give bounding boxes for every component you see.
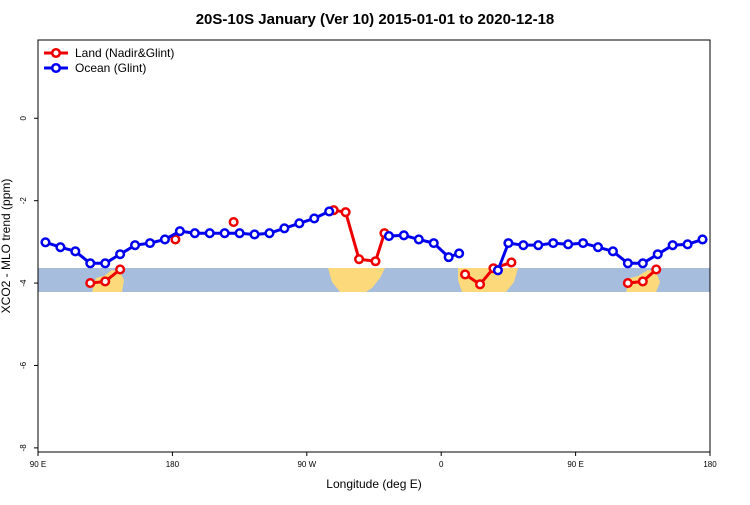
- chart-title: 20S-10S January (Ver 10) 2015-01-01 to 2…: [196, 11, 555, 28]
- data-point: [174, 226, 185, 237]
- data-point: [428, 238, 439, 249]
- x-tick-label: 90 E: [30, 460, 46, 469]
- data-point: [622, 278, 633, 289]
- data-point: [115, 249, 126, 260]
- data-point: [340, 207, 351, 218]
- legend-label: Ocean (Glint): [75, 61, 146, 75]
- legend-label: Land (Nadir&Glint): [75, 46, 174, 60]
- data-point: [413, 234, 424, 245]
- data-point: [460, 269, 471, 280]
- x-tick-label: 180: [703, 460, 717, 469]
- data-point: [170, 234, 181, 245]
- y-tick-label: -4: [19, 279, 28, 287]
- data-point: [443, 252, 454, 263]
- data-point: [370, 256, 381, 267]
- data-point: [204, 228, 215, 239]
- data-point: [219, 228, 230, 239]
- data-point: [383, 231, 394, 242]
- data-point: [518, 240, 529, 251]
- data-point: [159, 234, 170, 245]
- data-point: [264, 228, 275, 239]
- map-band: [38, 268, 710, 292]
- data-point: [40, 237, 51, 248]
- data-point: [354, 254, 365, 265]
- data-point: [506, 257, 517, 268]
- x-tick-label: 90 E: [567, 460, 583, 469]
- data-point: [228, 217, 239, 228]
- data-point: [667, 240, 678, 251]
- data-point: [682, 239, 693, 250]
- data-point: [492, 265, 503, 276]
- y-tick-label: 0: [19, 116, 28, 121]
- y-tick-label: -2: [19, 197, 28, 205]
- data-point: [454, 248, 465, 259]
- data-point: [115, 264, 126, 275]
- data-point: [294, 218, 305, 229]
- data-point: [100, 258, 111, 269]
- data-point: [474, 279, 486, 290]
- data-point: [697, 234, 708, 245]
- data-point: [548, 238, 559, 249]
- data-point: [622, 258, 633, 269]
- data-point: [234, 228, 245, 239]
- data-point: [578, 238, 589, 249]
- x-tick-label: 180: [166, 460, 180, 469]
- data-point: [398, 230, 409, 241]
- data-point: [100, 276, 111, 287]
- data-point: [85, 258, 96, 269]
- data-point: [533, 240, 544, 251]
- data-point: [563, 239, 574, 250]
- data-point: [637, 258, 648, 269]
- data-point: [130, 240, 141, 251]
- data-point: [70, 246, 81, 257]
- land-shape: [328, 268, 385, 292]
- x-tick-label: 90 W: [297, 460, 316, 469]
- data-point: [607, 246, 618, 257]
- data-point: [592, 242, 604, 253]
- plot-layer: [40, 205, 708, 290]
- data-point: [309, 213, 320, 224]
- data-point: [85, 278, 96, 289]
- data-point: [637, 276, 648, 287]
- data-point: [144, 238, 156, 249]
- data-point: [651, 264, 662, 275]
- x-axis-label: Longitude (deg E): [326, 477, 421, 491]
- legend-marker: [50, 62, 62, 74]
- data-point: [279, 223, 290, 234]
- data-point: [652, 249, 663, 260]
- plot-frame: [37, 39, 711, 453]
- y-tick-label: -6: [19, 361, 28, 369]
- land-shape: [458, 268, 518, 292]
- x-tick-label: 0: [439, 460, 444, 469]
- data-point: [324, 206, 335, 217]
- data-point: [503, 238, 514, 249]
- data-point: [189, 228, 200, 239]
- data-point: [55, 242, 66, 253]
- data-point: [249, 229, 260, 240]
- y-tick-label: -8: [19, 444, 28, 452]
- y-axis-label: XCO2 - MLO trend (ppm): [0, 179, 13, 314]
- legend-marker: [50, 47, 62, 59]
